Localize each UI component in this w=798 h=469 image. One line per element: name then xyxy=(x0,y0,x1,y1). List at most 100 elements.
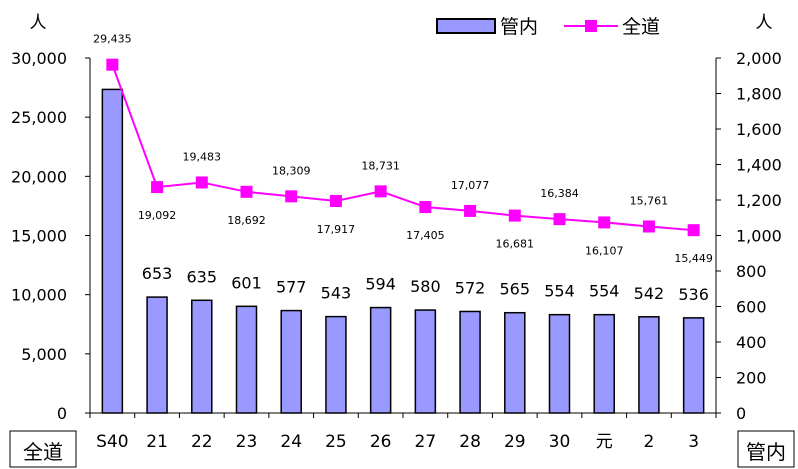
line-value-label: 15,761 xyxy=(630,194,669,207)
bar xyxy=(235,305,258,414)
left-tick-label: 10,000 xyxy=(11,286,67,305)
bar xyxy=(146,296,168,414)
right-tick-label: 200 xyxy=(736,369,767,388)
right-tick-label: 1,200 xyxy=(736,191,782,210)
line-value-label: 18,692 xyxy=(227,214,266,227)
line-marker xyxy=(285,190,298,203)
x-tick-label: 22 xyxy=(191,432,213,452)
bar-value-label: 572 xyxy=(455,278,486,297)
left-axis-title: 全道 xyxy=(23,440,63,464)
line-marker xyxy=(464,204,477,217)
right-tick-label: 400 xyxy=(736,333,767,352)
right-axis-unit: 人 xyxy=(756,13,773,33)
legend: 管内 全道 xyxy=(436,16,660,38)
x-tick-label: 29 xyxy=(504,432,526,452)
x-tick-label: 3 xyxy=(688,432,699,452)
line-value-label: 29,435 xyxy=(93,33,132,46)
bar xyxy=(101,88,124,414)
x-tick-label: 24 xyxy=(280,432,302,452)
left-tick-label: 30,000 xyxy=(11,49,67,68)
bars xyxy=(101,88,705,414)
legend-bar-swatch xyxy=(436,18,496,34)
left-axis-unit: 人 xyxy=(30,13,47,33)
legend-label: 全道 xyxy=(622,16,660,38)
bar xyxy=(369,306,392,414)
line-marker xyxy=(598,216,611,229)
bar xyxy=(325,315,347,414)
line-marker xyxy=(374,185,387,198)
series-line xyxy=(111,64,694,232)
line-value-label: 19,483 xyxy=(183,150,222,163)
x-tick-label: 21 xyxy=(146,432,168,452)
bar xyxy=(638,316,660,414)
line-value-label: 17,405 xyxy=(406,229,445,242)
bar-value-label: 601 xyxy=(231,273,262,292)
bar-value-label: 554 xyxy=(589,282,620,301)
bar xyxy=(191,299,213,414)
line-marker xyxy=(240,185,253,198)
left-tick-label: 0 xyxy=(57,404,67,423)
right-tick-label: 800 xyxy=(736,262,767,281)
line-value-label: 16,107 xyxy=(585,244,624,257)
right-tick-label: 600 xyxy=(736,298,767,317)
left-tick-label: 20,000 xyxy=(11,167,67,186)
line-marker xyxy=(687,224,700,237)
bar-value-label: 580 xyxy=(410,277,441,296)
line-value-label: 18,309 xyxy=(272,164,311,177)
line-value-label: 16,384 xyxy=(540,187,579,200)
x-tick-label: 元 xyxy=(596,432,613,452)
line-marker xyxy=(151,181,164,194)
right-tick-label: 1,000 xyxy=(736,227,782,246)
line-marker xyxy=(195,176,208,189)
axes: 0 5,000 10,000 15,000 20,000 25,000 30,000 0 200… xyxy=(11,49,782,452)
bar-value-label: 554 xyxy=(544,282,575,301)
x-tick-label: S40 xyxy=(96,432,128,452)
left-tick-label: 15,000 xyxy=(11,227,67,246)
bar xyxy=(548,313,571,414)
line-value-label: 17,917 xyxy=(317,223,356,236)
line-marker xyxy=(642,220,655,233)
line-value-label: 17,077 xyxy=(451,179,490,192)
bar-value-label: 543 xyxy=(321,284,352,303)
x-tick-label: 28 xyxy=(459,432,481,452)
legend-label: 管内 xyxy=(500,16,538,38)
bar-value-label: 536 xyxy=(678,285,709,304)
line-series xyxy=(106,58,700,237)
right-tick-label: 0 xyxy=(736,404,746,423)
right-tick-label: 1,800 xyxy=(736,85,782,104)
x-tick-label: 2 xyxy=(644,432,655,452)
x-tick-label: 26 xyxy=(370,432,392,452)
bar-value-label: 653 xyxy=(142,264,173,283)
right-tick-label: 1,600 xyxy=(736,120,782,139)
left-axis-title-box xyxy=(9,430,77,468)
right-axis-title: 管内 xyxy=(746,440,786,464)
line-marker xyxy=(419,201,432,214)
x-tick-label: 30 xyxy=(549,432,571,452)
line-marker xyxy=(106,58,119,71)
bar xyxy=(459,310,481,414)
line-marker xyxy=(508,209,521,222)
x-tick-label: 25 xyxy=(325,432,347,452)
line-value-label: 16,681 xyxy=(496,238,535,251)
left-tick-label: 25,000 xyxy=(11,108,67,127)
bar-value-label: 542 xyxy=(634,284,665,303)
bar-value-label: 594 xyxy=(365,275,396,294)
right-tick-label: 2,000 xyxy=(736,49,782,68)
right-tick-label: 1,400 xyxy=(736,156,782,175)
bar-value-label: 635 xyxy=(187,267,218,286)
bar xyxy=(504,311,526,414)
x-tick-label: 27 xyxy=(415,432,437,452)
bar xyxy=(414,309,437,414)
left-tick-label: 5,000 xyxy=(21,345,67,364)
line-marker xyxy=(329,194,342,207)
legend-line-marker xyxy=(585,20,597,32)
line-value-label: 15,449 xyxy=(674,252,713,265)
bar-value-label: 565 xyxy=(500,280,531,299)
bar xyxy=(280,309,302,414)
line-value-label: 19,092 xyxy=(138,209,177,222)
bar xyxy=(682,317,705,414)
bar xyxy=(593,313,615,414)
data-labels: 653 635 601 577 543 594 580 572 565 554 554 542 536 2… xyxy=(93,33,713,304)
bar-value-label: 577 xyxy=(276,278,307,297)
